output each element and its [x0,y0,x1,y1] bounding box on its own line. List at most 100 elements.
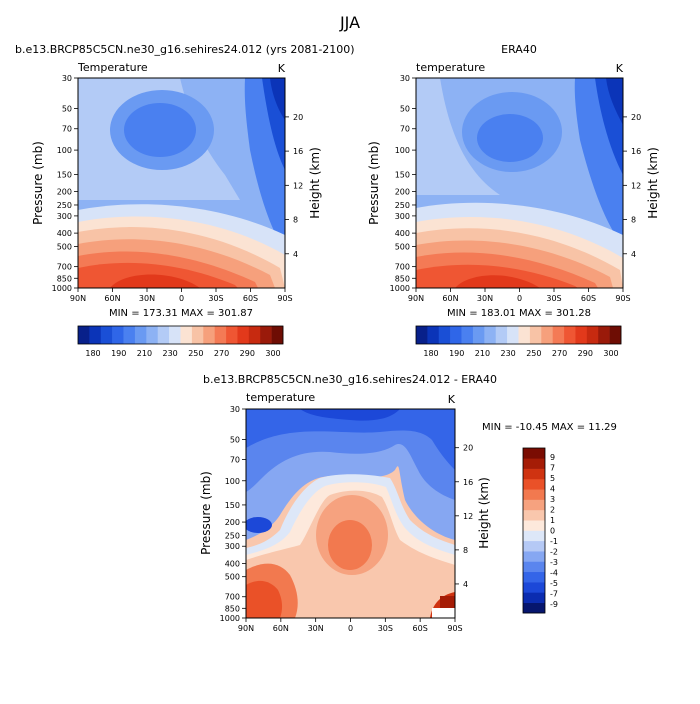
contour-stratosphere-coldest [300,409,400,421]
colorbar-swatch [180,326,193,344]
panel-difference: b.e13.BRCP85C5CN.ne30_g16.sehires24.012 … [199,373,617,633]
colorbar-label: 290 [578,349,593,358]
colorbar-swatch [523,520,545,531]
colorbar-label: 5 [550,474,555,483]
panel-model-field [78,78,285,288]
colorbar-label: -9 [550,600,558,609]
colorbar-label: 0 [550,527,555,536]
y-tick-label: 300 [225,542,240,551]
x-tick-label: 30N [477,294,493,303]
panel-model-stats: MIN = 173.31 MAX = 301.87 [109,308,253,319]
y-tick-label: 400 [225,559,240,568]
height-tick-label: 12 [293,181,303,190]
y-tick-label: 200 [225,518,240,527]
contour-stratosphere-cold [246,409,455,470]
panel-difference-stats: MIN = -10.45 MAX = 11.29 [482,422,617,433]
colorbar-label: -7 [550,590,558,599]
colorbar-label: 270 [552,349,567,358]
panel-era40-variable: temperature [416,61,485,74]
panel-difference-colorbar: 9 75 43 21 0-1 -2-3 -4-5 -7-9 [522,447,558,614]
x-tick-label: 90S [615,294,630,303]
height-tick-label: 4 [463,580,468,589]
colorbar-swatch [586,326,599,344]
x-tick-label: 30N [308,624,324,633]
contour-south-pole-coldest [270,78,285,120]
height-tick-label: 16 [631,147,641,156]
panel-era40-stats: MIN = 183.01 MAX = 301.28 [447,308,591,319]
y-tick-label: 300 [395,212,410,221]
colorbar-label: 2 [550,506,555,515]
colorbar-label: 7 [550,464,555,473]
y-tick-label: 200 [395,188,410,197]
colorbar-swatch [157,326,170,344]
x-tick-label: 90S [447,624,462,633]
y-tick-label: 500 [57,242,72,251]
y-tick-label: 200 [57,188,72,197]
colorbar-label: 180 [85,349,100,358]
colorbar-swatch [523,571,545,583]
panel-model-height-axis: 20 16 12 8 4 [285,113,303,259]
x-tick-label: 90N [408,294,424,303]
panel-difference-height-axis: 20 16 12 8 4 [455,444,473,589]
colorbar-swatch [529,326,542,344]
contour-band-warmest [110,274,200,288]
colorbar-label: -5 [550,579,558,588]
panel-era40-ylabel: Pressure (mb) [367,141,381,225]
colorbar-swatch [169,326,181,344]
colorbar-swatch [112,326,124,344]
y-tick-label: 1000 [390,284,410,293]
colorbar-swatch [495,326,508,344]
colorbar-swatch [271,326,284,344]
contour-south-pole-coldest [606,78,623,125]
contour-sh-surface-hottest [440,596,455,611]
colorbar-swatch [248,326,261,344]
y-tick-label: 300 [57,212,72,221]
contour-cold-core-inner [477,114,543,162]
height-tick-label: 20 [293,113,303,122]
colorbar-swatch [461,326,474,344]
y-tick-label: 30 [230,405,240,414]
colorbar-label: -1 [550,537,558,546]
x-tick-label: 60S [243,294,258,303]
panel-era40-field [416,78,623,288]
height-tick-label: 8 [463,546,468,555]
colorbar-label: 190 [111,349,126,358]
colorbar-swatch [146,326,159,344]
colorbar-swatch [523,448,545,459]
y-tick-label: 500 [225,573,240,582]
panel-model: b.e13.BRCP85C5CN.ne30_g16.sehires24.012 … [15,43,355,358]
panel-model-xaxis: 90N 60N 30N 0 30S 60S 90S [70,288,293,303]
x-tick-label: 90N [238,624,254,633]
y-tick-label: 850 [225,604,240,613]
colorbar-swatch [523,489,545,500]
contour-nh-lower-warmer [246,580,283,618]
colorbar-swatch [191,326,204,344]
x-tick-label: 60S [413,624,428,633]
y-tick-label: 100 [395,146,410,155]
y-tick-label: 100 [57,146,72,155]
height-tick-label: 12 [631,181,641,190]
x-tick-label: 60N [442,294,458,303]
colorbar-label: 9 [550,453,555,462]
colorbar-label: 230 [163,349,178,358]
height-tick-label: 4 [631,250,636,259]
colorbar-label: -2 [550,548,558,557]
x-tick-label: 0 [348,624,353,633]
x-tick-label: 30S [208,294,223,303]
y-tick-label: 250 [225,531,240,540]
panel-model-colorbar: 180 190 210 230 250 270 290 300 [77,325,284,358]
panel-era40-units: K [616,62,624,75]
colorbar-swatch [472,326,485,344]
y-tick-label: 30 [62,74,72,83]
panel-era40: ERA40 temperature K 30507010015020025030… [367,43,660,358]
missing-data-region [432,608,455,618]
y-tick-label: 150 [57,170,72,179]
height-tick-label: 4 [293,250,298,259]
colorbar-label: 250 [526,349,541,358]
x-tick-label: 30N [139,294,155,303]
panel-difference-field [246,409,455,618]
colorbar-swatch [260,326,272,344]
